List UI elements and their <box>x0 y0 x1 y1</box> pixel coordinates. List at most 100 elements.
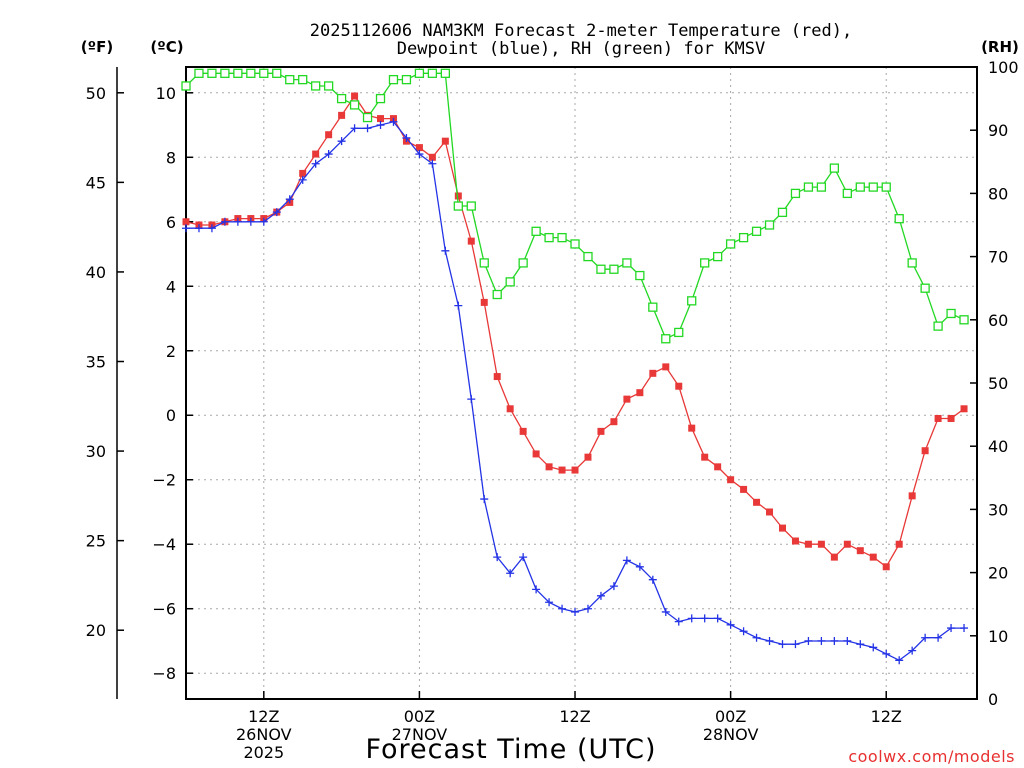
relative-humidity-point <box>751 226 762 236</box>
relative-humidity-point <box>207 68 217 78</box>
relative-humidity-point <box>323 81 334 91</box>
dewpoint-point <box>804 636 813 645</box>
temperature-point <box>778 524 786 532</box>
relative-humidity-point <box>622 258 632 268</box>
dewpoint-point <box>298 175 307 184</box>
relative-humidity-point <box>531 226 541 236</box>
dewpoint-point <box>687 614 696 623</box>
temperature-point <box>299 169 307 177</box>
dewpoint-point <box>726 620 735 629</box>
dewpoint-point <box>285 195 294 204</box>
rh-tick-label: 20 <box>988 564 1008 583</box>
relative-humidity-point <box>570 239 580 249</box>
temperature-point <box>312 150 320 158</box>
dewpoint-point <box>415 150 424 159</box>
relative-humidity-point <box>427 68 438 78</box>
rh-tick-label: 70 <box>988 248 1008 267</box>
dewpoint-point <box>674 617 683 626</box>
temperature-point <box>895 540 903 548</box>
chart-title-line1: 2025112606 NAM3KM Forecast 2-meter Tempe… <box>310 21 852 41</box>
relative-humidity-point <box>596 264 606 274</box>
celsius-tick-label: 0 <box>166 406 176 425</box>
dewpoint-point <box>895 656 904 665</box>
relative-humidity-point <box>544 232 554 243</box>
temperature-point <box>545 463 553 471</box>
temperature-point <box>714 463 722 471</box>
dewpoint-point <box>545 598 554 607</box>
relative-humidity-point <box>298 74 308 85</box>
relative-humidity-point <box>648 302 658 312</box>
temperature-point <box>454 192 462 200</box>
celsius-tick-label: −6 <box>152 600 176 619</box>
temperature-point <box>506 405 514 413</box>
dewpoint-point <box>648 575 657 584</box>
dewpoint-point <box>778 640 787 649</box>
rh-tick-label: 50 <box>988 374 1008 393</box>
temperature-point <box>636 389 644 397</box>
temperature-point <box>662 363 670 371</box>
dewpoint-point <box>739 627 748 636</box>
relative-humidity-point <box>362 112 373 123</box>
celsius-tick-label: −4 <box>152 535 176 554</box>
temperature-point <box>675 382 683 390</box>
rh-tick-label: 60 <box>988 311 1008 330</box>
dewpoint-point <box>765 636 774 645</box>
relative-humidity-point <box>700 258 710 268</box>
dewpoint-point <box>713 614 722 623</box>
relative-humidity-point <box>803 182 814 192</box>
temperature-point <box>532 450 540 458</box>
dewpoint-point <box>467 395 476 404</box>
dewpoint-point <box>596 591 605 600</box>
rh-tick-label: 80 <box>988 184 1008 203</box>
dewpoint-point <box>532 585 541 594</box>
dewpoint-point <box>869 643 878 652</box>
temperature-point <box>869 553 877 561</box>
time-tick-label: 28NOV <box>703 725 759 744</box>
x-axis-label: Forecast Time (UTC) <box>365 734 656 765</box>
temperature-point <box>882 563 890 571</box>
dewpoint-point <box>830 636 839 645</box>
relative-humidity-point <box>855 182 865 192</box>
temperature-point <box>182 218 190 226</box>
grid-lines <box>186 67 977 699</box>
relative-humidity-point <box>635 270 645 281</box>
temperature-point <box>377 115 385 123</box>
relative-humidity-point <box>414 68 425 78</box>
dewpoint-point <box>571 607 580 616</box>
chart-title-line2: Dewpoint (blue), RH (green) for KMSV <box>397 39 765 59</box>
relative-humidity-point <box>349 100 360 110</box>
dewpoint-point <box>324 150 333 159</box>
relative-humidity-point <box>388 74 399 85</box>
time-tick-label: 27NOV <box>392 725 448 744</box>
dewpoint-point <box>856 640 865 649</box>
relative-humidity-point <box>557 232 567 243</box>
dewpoint-point <box>350 124 359 133</box>
relative-humidity-point <box>453 201 463 211</box>
temperature-point <box>571 466 579 474</box>
dewpoint-point <box>194 224 203 233</box>
temperature-point <box>740 485 748 493</box>
dewpoint-point <box>934 633 943 642</box>
relative-humidity-point <box>920 283 930 293</box>
dewpoint-point <box>609 582 618 591</box>
temperature-point <box>960 405 968 413</box>
celsius-tick-label: −8 <box>152 664 176 683</box>
temperature-point <box>934 414 942 422</box>
dewpoint-point <box>843 636 852 645</box>
temperature-point <box>338 111 346 119</box>
relative-humidity-point <box>181 81 191 91</box>
dewpoint-point <box>583 604 592 613</box>
dewpoint-point <box>622 556 631 565</box>
time-tick-label: 00Z <box>404 707 435 726</box>
relative-humidity-point <box>375 93 386 104</box>
relative-humidity-point <box>764 220 775 230</box>
dewpoint-point <box>428 159 437 168</box>
fahrenheit-tick-label: 35 <box>86 353 106 372</box>
relative-humidity-point <box>272 68 282 78</box>
dewpoint-point <box>661 607 670 616</box>
relative-humidity-point <box>816 182 827 192</box>
temperature-point <box>908 492 916 500</box>
dewpoint-point <box>441 246 450 255</box>
